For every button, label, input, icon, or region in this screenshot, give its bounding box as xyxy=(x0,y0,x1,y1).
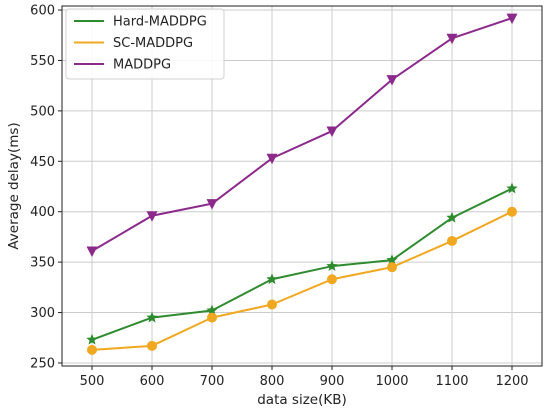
y-tick-label: 300 xyxy=(30,306,55,321)
grid xyxy=(62,6,542,366)
data-point xyxy=(266,273,278,285)
x-tick-label: 1000 xyxy=(375,374,408,389)
series-line xyxy=(91,17,513,252)
plot-frame xyxy=(61,5,543,367)
series-group xyxy=(86,13,518,355)
data-point xyxy=(506,13,518,25)
legend-label: MADDPG xyxy=(113,58,171,73)
data-point xyxy=(206,304,218,316)
legend-item: SC-MADDPG xyxy=(74,36,193,51)
series-maddpg xyxy=(86,13,518,258)
series-sc-maddpg xyxy=(87,206,517,355)
x-tick-label: 600 xyxy=(140,374,165,389)
data-point xyxy=(86,333,98,345)
y-tick-label: 400 xyxy=(30,205,55,220)
y-tick-label: 350 xyxy=(30,256,55,271)
data-point xyxy=(446,211,458,223)
data-point xyxy=(507,206,517,217)
data-point xyxy=(506,182,518,194)
legend-items: Hard-MADDPG SC-MADDPG MADDPG xyxy=(74,15,207,73)
x-tick-label: 1200 xyxy=(495,374,528,389)
data-point xyxy=(267,299,277,310)
data-point xyxy=(327,274,337,285)
y-tick-label: 250 xyxy=(30,356,55,371)
data-point xyxy=(206,199,218,210)
x-tick-label: 700 xyxy=(200,374,225,389)
y-tick-label: 550 xyxy=(30,54,55,69)
legend-box xyxy=(65,8,225,80)
legend-item: MADDPG xyxy=(74,58,171,73)
x-tick-label: 500 xyxy=(80,374,105,389)
legend: Hard-MADDPG SC-MADDPG MADDPG xyxy=(65,8,225,80)
data-point xyxy=(266,153,278,165)
data-point xyxy=(386,75,398,86)
y-tick-label: 450 xyxy=(30,155,55,170)
data-point xyxy=(326,126,338,138)
legend-label: SC-MADDPG xyxy=(113,36,193,51)
data-point xyxy=(87,344,97,355)
series-hard-maddpg xyxy=(86,182,518,345)
x-tick-label: 1100 xyxy=(435,374,468,389)
data-point xyxy=(147,340,157,351)
data-point xyxy=(447,235,457,246)
x-tick-label: 900 xyxy=(320,374,345,389)
y-tick-label: 600 xyxy=(30,4,55,19)
legend-item: Hard-MADDPG xyxy=(74,15,207,30)
data-point xyxy=(207,312,217,323)
data-point xyxy=(446,33,458,45)
x-tick-label: 800 xyxy=(260,374,285,389)
y-axis-title: Average delay(ms) xyxy=(6,122,22,249)
data-point xyxy=(326,260,338,272)
data-point xyxy=(86,246,98,258)
series-line xyxy=(91,187,513,341)
data-point xyxy=(386,254,398,265)
ticks: 500 600 700 800 900 1000 1100 1200 250 300 350 400 4… xyxy=(30,4,528,389)
y-tick-label: 500 xyxy=(30,104,55,119)
data-point xyxy=(387,262,397,273)
data-point xyxy=(146,311,158,323)
data-point xyxy=(146,211,158,222)
x-axis-title: data size(KB) xyxy=(257,392,347,408)
legend-label: Hard-MADDPG xyxy=(113,15,207,30)
series-line xyxy=(91,210,513,351)
